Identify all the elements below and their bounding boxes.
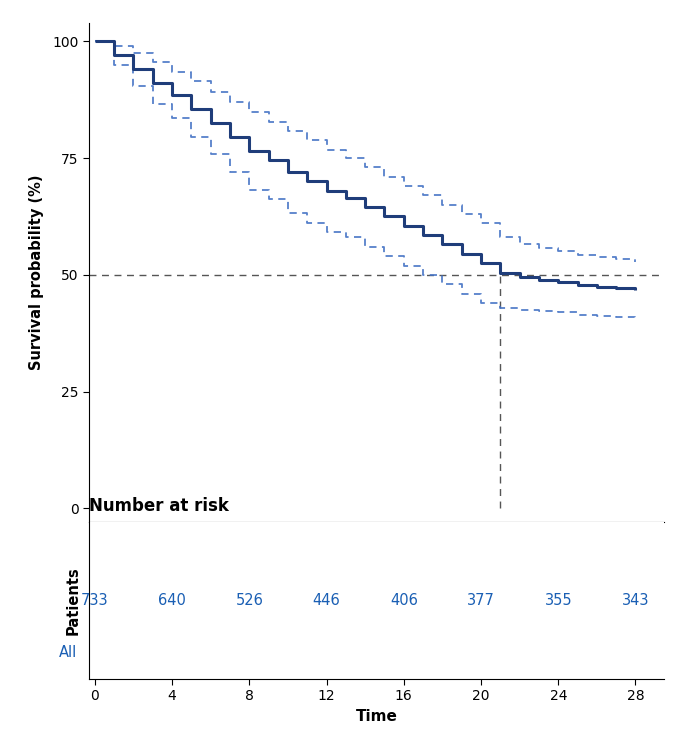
Text: Number at risk: Number at risk — [89, 497, 229, 515]
Text: All: All — [60, 645, 77, 660]
Text: 640: 640 — [158, 593, 186, 608]
X-axis label: Time: Time — [356, 709, 398, 724]
Text: 733: 733 — [81, 593, 109, 608]
X-axis label: Time: Time — [356, 553, 398, 568]
Y-axis label: Patients: Patients — [66, 566, 81, 635]
Text: 377: 377 — [467, 593, 495, 608]
Text: 406: 406 — [390, 593, 418, 608]
Text: 343: 343 — [622, 593, 649, 608]
Text: 526: 526 — [236, 593, 263, 608]
Y-axis label: Survival probability (%): Survival probability (%) — [29, 175, 44, 370]
Text: 355: 355 — [545, 593, 572, 608]
Text: 446: 446 — [312, 593, 340, 608]
